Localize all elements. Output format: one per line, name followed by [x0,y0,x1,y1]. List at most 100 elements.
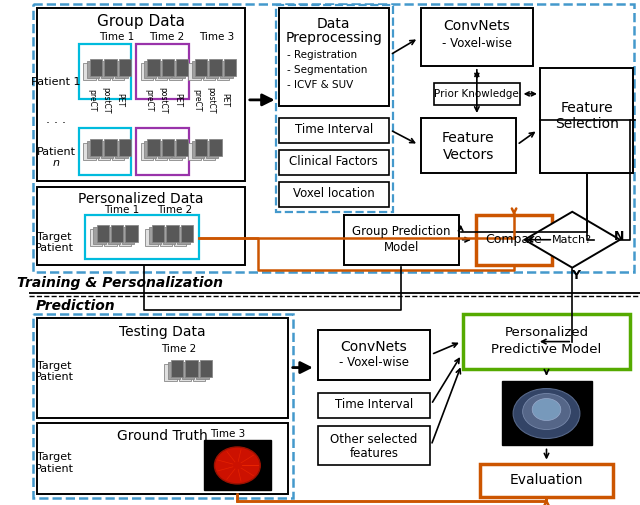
Bar [115,141,127,158]
Text: Evaluation: Evaluation [509,473,583,487]
Bar [344,215,459,265]
Text: Ground Truth: Ground Truth [116,429,207,443]
Bar [125,225,138,242]
Bar [317,392,430,418]
Bar [104,139,116,156]
Text: postCT: postCT [159,87,168,113]
Text: . . .: . . . [46,113,66,126]
Bar [217,64,229,80]
Text: Target: Target [37,452,72,463]
Bar [101,61,113,78]
Text: Testing Data: Testing Data [118,325,205,339]
Bar [176,59,188,76]
Text: N: N [614,230,624,243]
Bar [279,182,389,207]
Bar [83,64,96,80]
Bar [279,118,389,143]
Bar [191,61,204,78]
Bar [182,362,195,379]
Bar [101,141,113,158]
Bar [33,4,634,272]
Bar [480,465,613,497]
Bar [317,426,430,466]
Bar [90,59,102,76]
Bar [169,64,182,80]
Text: Target: Target [37,232,72,242]
Text: Preprocessing: Preprocessing [285,31,382,45]
Text: Other selected: Other selected [330,433,417,446]
Text: - Segmentation: - Segmentation [287,65,367,75]
Text: Time Interval: Time Interval [335,398,413,411]
Bar [204,440,271,490]
Bar [97,143,110,160]
Text: Clinical Factors: Clinical Factors [289,156,378,168]
Text: n: n [52,158,60,168]
Bar [317,330,430,380]
Bar [158,141,171,158]
Ellipse shape [532,398,561,421]
Text: Vectors: Vectors [443,148,494,162]
Bar [118,229,131,246]
Text: Group Data: Group Data [97,15,185,29]
Bar [200,360,212,377]
Text: PET: PET [173,93,182,107]
Polygon shape [525,212,620,268]
Bar [177,227,189,244]
Text: preCT: preCT [144,89,153,111]
Text: Patient: Patient [35,372,74,382]
Bar [476,215,552,265]
Bar [136,128,189,175]
Text: Time 3: Time 3 [199,32,234,42]
Bar [108,227,120,244]
Bar [202,64,215,80]
Bar [37,423,288,494]
Bar [179,364,191,381]
Bar [115,61,127,78]
Text: ConvNets: ConvNets [340,339,407,353]
Ellipse shape [523,393,570,429]
Bar [188,64,200,80]
Bar [173,141,185,158]
Bar [164,364,177,381]
Bar [145,229,157,246]
Text: Time 1: Time 1 [99,32,134,42]
Text: preCT: preCT [87,89,96,111]
Text: - ICVF & SUV: - ICVF & SUV [287,80,353,90]
Bar [186,360,198,377]
Bar [180,225,193,242]
Bar [171,360,184,377]
Bar [112,143,124,160]
Text: Time 3: Time 3 [210,429,246,439]
Bar [37,8,245,181]
Text: Patient: Patient [35,465,74,475]
Text: Data: Data [317,17,351,31]
Bar [420,8,533,66]
Text: ConvNets: ConvNets [444,19,510,33]
Bar [196,362,209,379]
Text: Time 2: Time 2 [161,343,196,354]
Bar [152,225,164,242]
Text: Predictive Model: Predictive Model [492,343,602,356]
Text: Compare: Compare [486,233,543,246]
Text: Match?: Match? [552,235,592,245]
Bar [174,229,186,246]
Bar [136,44,189,99]
Bar [176,139,188,156]
Bar [141,64,153,80]
Bar [79,44,131,99]
Bar [161,59,174,76]
Bar [104,229,116,246]
Bar [209,139,221,156]
Text: Voxel location: Voxel location [293,187,374,200]
Bar [155,143,167,160]
Text: - Registration: - Registration [287,50,357,60]
Text: Personalized Data: Personalized Data [78,192,204,206]
Bar [147,139,159,156]
Ellipse shape [513,388,580,438]
Bar [79,128,131,175]
Text: - Voxel-wise: - Voxel-wise [442,37,512,50]
Bar [163,227,175,244]
Bar [33,314,292,498]
Bar [279,150,389,175]
Bar [104,59,116,76]
